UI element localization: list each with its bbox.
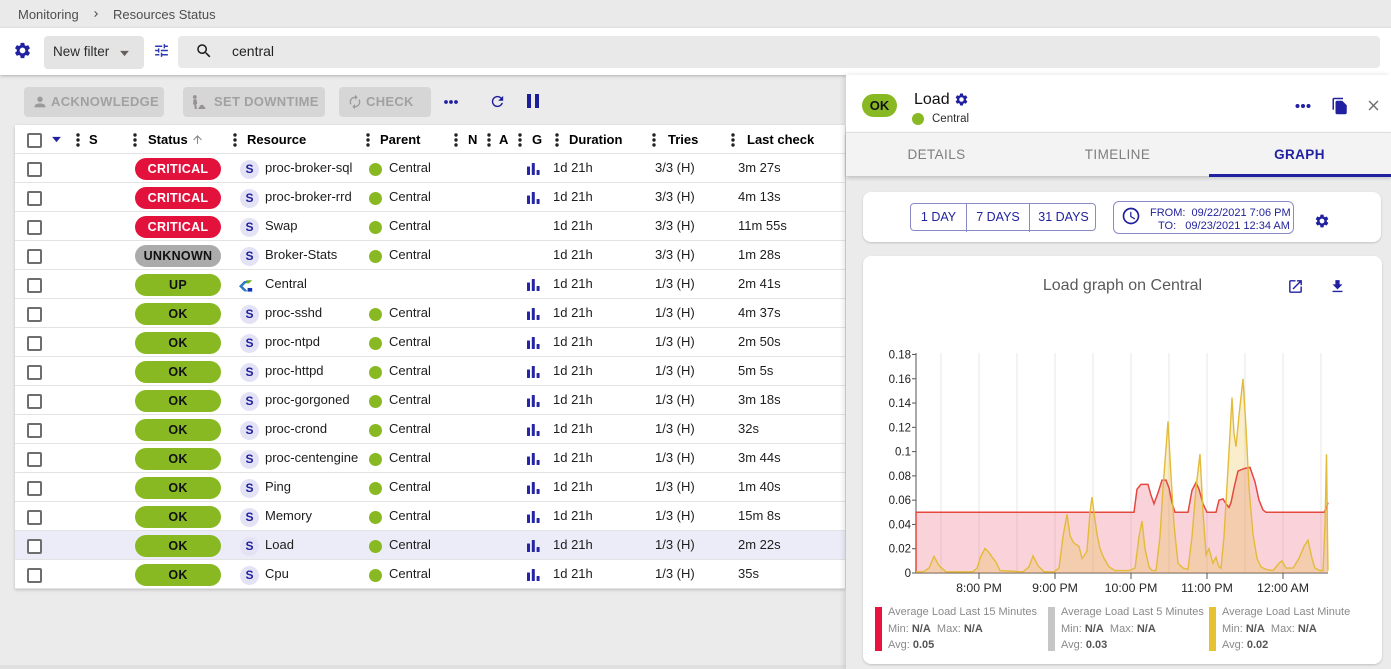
svg-text:12:00 AM: 12:00 AM: [1257, 581, 1309, 595]
svg-text:0.08: 0.08: [889, 471, 911, 483]
svg-text:9:00 PM: 9:00 PM: [1032, 581, 1078, 595]
svg-text:0.16: 0.16: [889, 374, 911, 386]
svg-text:0.04: 0.04: [889, 519, 912, 531]
svg-text:10:00 PM: 10:00 PM: [1105, 581, 1158, 595]
svg-text:8:00 PM: 8:00 PM: [956, 581, 1002, 595]
svg-text:11:00 PM: 11:00 PM: [1181, 581, 1233, 595]
svg-text:0.18: 0.18: [889, 349, 911, 361]
svg-text:0.06: 0.06: [889, 495, 911, 507]
svg-text:0: 0: [905, 568, 911, 580]
svg-text:0.1: 0.1: [895, 447, 911, 459]
svg-text:0.02: 0.02: [889, 544, 911, 556]
svg-text:0.14: 0.14: [889, 398, 912, 410]
svg-text:0.12: 0.12: [889, 422, 911, 434]
